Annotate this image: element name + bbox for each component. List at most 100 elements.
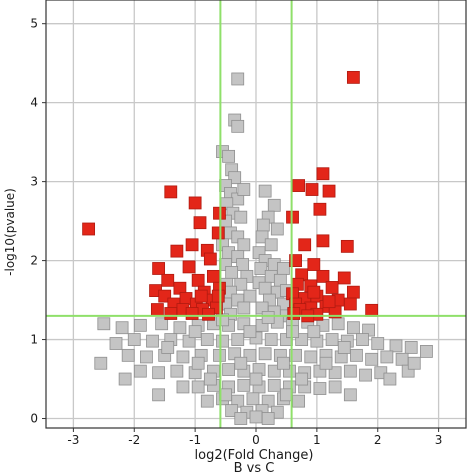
red-point	[161, 273, 175, 287]
red-point	[203, 252, 217, 266]
x-tick-label: -2	[128, 433, 140, 447]
red-point	[322, 184, 336, 198]
grey-point	[343, 388, 357, 402]
grey-point	[176, 350, 190, 364]
red-point	[170, 244, 184, 258]
grey-point	[389, 339, 403, 353]
grey-point	[161, 341, 175, 354]
grey-point	[307, 325, 321, 339]
grey-point	[121, 348, 135, 362]
grey-point	[328, 366, 342, 380]
grey-point	[346, 321, 360, 335]
red-point	[313, 202, 327, 216]
grey-point	[350, 348, 363, 362]
red-point	[164, 185, 178, 199]
red-point	[202, 307, 215, 321]
grey-point	[365, 352, 379, 366]
grey-point	[380, 350, 394, 364]
red-point	[307, 258, 321, 271]
grey-point	[243, 325, 257, 339]
red-point	[164, 307, 178, 320]
red-point	[316, 269, 330, 283]
x-tick-label: -3	[67, 433, 79, 447]
grey-point	[97, 317, 111, 331]
grey-point	[200, 394, 214, 408]
x-tick-label: 3	[435, 433, 443, 447]
red-point	[185, 238, 199, 252]
y-tick-label: 5	[30, 17, 38, 31]
red-point	[365, 303, 379, 317]
grey-point	[236, 258, 250, 271]
significant-points	[82, 70, 379, 323]
grey-point	[264, 238, 278, 252]
grey-point	[115, 321, 129, 335]
grey-point	[249, 372, 263, 386]
grey-point	[404, 341, 418, 354]
x-tick-labels: -3 -2 -1 0 1 2 3	[67, 428, 442, 447]
x-tick-label: 1	[313, 433, 321, 447]
grey-point	[127, 333, 141, 346]
red-point	[346, 70, 360, 84]
red-point	[211, 226, 225, 240]
grey-point	[261, 412, 275, 425]
grey-point	[231, 119, 245, 133]
grey-point	[155, 317, 169, 331]
grey-point	[356, 333, 369, 346]
red-point	[298, 238, 312, 252]
grey-point	[234, 210, 248, 224]
red-point	[211, 289, 225, 303]
y-tick-label: 1	[30, 333, 38, 347]
grey-point	[276, 356, 290, 370]
red-point	[307, 285, 321, 299]
red-point	[325, 281, 339, 294]
grey-point	[243, 289, 257, 303]
grey-point	[133, 364, 147, 378]
grey-point	[328, 380, 342, 394]
grey-point	[258, 347, 272, 361]
grey-point	[292, 394, 306, 408]
y-tick-label: 4	[30, 96, 38, 110]
grey-point	[395, 352, 409, 366]
x-tick-label: -1	[189, 433, 201, 447]
grey-point	[234, 356, 248, 370]
grey-point	[249, 410, 263, 424]
y-tick-label: 0	[30, 412, 38, 426]
red-point	[343, 297, 357, 311]
grey-point	[383, 372, 397, 386]
grey-point	[222, 149, 236, 163]
x-tick-label: 0	[252, 433, 260, 447]
red-point	[194, 289, 208, 303]
grey-point	[359, 368, 372, 382]
grey-point	[173, 321, 187, 335]
grey-point	[191, 356, 205, 370]
red-point	[337, 271, 351, 285]
grey-point	[420, 345, 433, 358]
grey-point	[234, 277, 248, 291]
x-axis-label: log2(Fold Change)	[195, 448, 314, 463]
y-tick-label: 3	[30, 175, 38, 189]
grey-point	[222, 363, 236, 376]
grey-point	[170, 364, 184, 378]
red-point	[206, 269, 220, 283]
x-axis-sublabel: B vs C	[234, 461, 275, 474]
grey-point	[304, 350, 318, 364]
grey-point	[231, 72, 245, 86]
grey-point	[216, 334, 229, 348]
grey-point	[254, 262, 268, 275]
grey-point	[295, 372, 309, 386]
red-point	[292, 179, 306, 192]
red-point	[316, 167, 330, 181]
grey-point	[146, 334, 159, 348]
threshold-lines	[46, 0, 466, 428]
grey-point	[237, 238, 251, 252]
grey-point	[140, 350, 153, 364]
red-point	[193, 216, 207, 230]
grey-point	[256, 218, 270, 232]
grey-point	[407, 356, 421, 370]
grey-point	[237, 378, 251, 392]
grey-point	[371, 337, 385, 350]
grey-point	[264, 333, 278, 346]
y-tick-label: 2	[30, 254, 38, 268]
y-axis-label: -log10(pvalue)	[3, 188, 17, 276]
